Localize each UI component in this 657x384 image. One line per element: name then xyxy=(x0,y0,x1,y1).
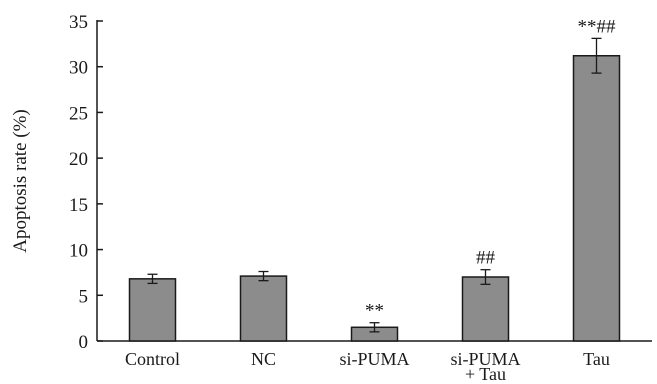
y-tick-label: 30 xyxy=(69,58,88,79)
x-tick-label-line: Control xyxy=(125,349,180,369)
x-tick-label-line: si-PUMA xyxy=(450,349,520,369)
x-tick-label-line: NC xyxy=(251,349,276,369)
y-tick-label: 15 xyxy=(69,195,88,216)
significance-label-2: ** xyxy=(365,301,384,322)
bar-4 xyxy=(572,54,621,342)
x-tick-label-2: si-PUMA xyxy=(339,349,409,369)
x-tick-label-line: si-PUMA xyxy=(339,349,409,369)
chart-bars xyxy=(128,37,621,342)
x-tick-label-line: + Tau xyxy=(465,364,506,384)
x-tick-label-0: Control xyxy=(125,349,180,369)
chart-axes xyxy=(96,20,652,342)
bar-3 xyxy=(461,276,510,342)
y-tick-label: 0 xyxy=(79,332,89,353)
x-tick-label-1: NC xyxy=(251,349,276,369)
bar-0 xyxy=(128,278,177,342)
x-tick-label-3: si-PUMA + Tau xyxy=(450,349,520,384)
significance-label-4: **## xyxy=(578,16,617,37)
y-tick-label: 25 xyxy=(69,103,88,124)
x-tick-label-4: Tau xyxy=(583,349,610,369)
x-tick-label-line: Tau xyxy=(583,349,610,369)
significance-label-3: ## xyxy=(476,248,496,269)
y-tick-label: 5 xyxy=(79,286,89,307)
y-axis-title: Apoptosis rate (%) xyxy=(10,109,31,253)
y-tick-label: 10 xyxy=(69,241,88,262)
bar-1 xyxy=(239,275,288,342)
chart-labels: 0 5 10 15 20 25 30 35 Apoptosis rate (%) Control N… xyxy=(10,12,616,384)
y-tick-label: 35 xyxy=(69,12,88,33)
y-tick-label: 20 xyxy=(69,149,88,170)
